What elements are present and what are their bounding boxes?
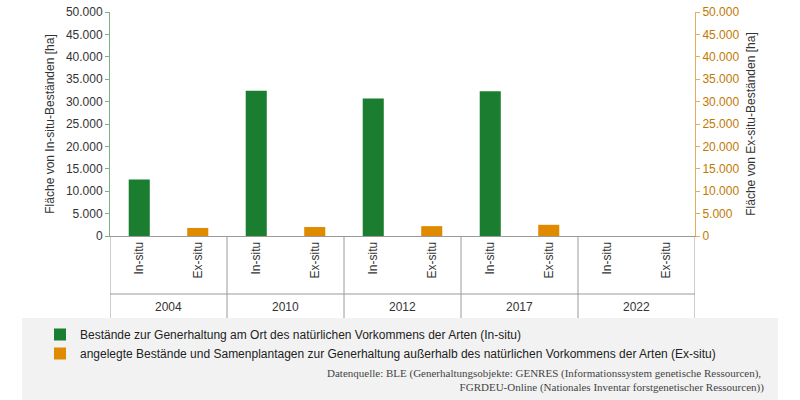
- svg-text:0: 0: [96, 229, 103, 243]
- svg-text:5.000: 5.000: [702, 207, 732, 221]
- svg-text:Datenquelle: BLE (Generhaltung: Datenquelle: BLE (Generhaltungsobjekte: …: [327, 367, 764, 394]
- svg-text:In-situ: In-situ: [132, 242, 146, 275]
- svg-text:20.000: 20.000: [702, 140, 739, 154]
- svg-text:25.000: 25.000: [66, 117, 103, 131]
- svg-text:20.000: 20.000: [66, 140, 103, 154]
- svg-text:10.000: 10.000: [66, 184, 103, 198]
- svg-text:Ex-situ: Ex-situ: [425, 242, 439, 279]
- svg-text:5.000: 5.000: [73, 207, 103, 221]
- svg-text:Ex-situ: Ex-situ: [542, 242, 556, 279]
- svg-text:10.000: 10.000: [702, 184, 739, 198]
- svg-text:Fläche von Ex-situ-Beständen [: Fläche von Ex-situ-Beständen [ha]: [744, 32, 758, 215]
- svg-text:35.000: 35.000: [702, 72, 739, 86]
- svg-text:50.000: 50.000: [66, 5, 103, 19]
- svg-text:Fläche von In-situ-Beständen [: Fläche von In-situ-Beständen [ha]: [43, 34, 57, 213]
- svg-text:2012: 2012: [389, 300, 416, 314]
- svg-text:2004: 2004: [155, 300, 182, 314]
- svg-text:30.000: 30.000: [66, 95, 103, 109]
- svg-text:40.000: 40.000: [702, 50, 739, 64]
- svg-text:Ex-situ: Ex-situ: [308, 242, 322, 279]
- svg-text:30.000: 30.000: [702, 95, 739, 109]
- svg-text:2022: 2022: [623, 300, 650, 314]
- svg-text:Ex-situ: Ex-situ: [191, 242, 205, 279]
- svg-text:In-situ: In-situ: [483, 242, 497, 275]
- svg-text:angelegte Bestände und Samenpl: angelegte Bestände und Samenplantagen zu…: [80, 347, 716, 361]
- svg-text:45.000: 45.000: [66, 28, 103, 42]
- svg-text:2017: 2017: [506, 300, 533, 314]
- svg-text:Ex-situ: Ex-situ: [659, 242, 673, 279]
- svg-text:45.000: 45.000: [702, 28, 739, 42]
- svg-text:Bestände zur Generhaltung am O: Bestände zur Generhaltung am Ort des nat…: [80, 328, 521, 342]
- svg-text:15.000: 15.000: [702, 162, 739, 176]
- svg-text:In-situ: In-situ: [366, 242, 380, 275]
- svg-text:0: 0: [702, 229, 709, 243]
- svg-text:40.000: 40.000: [66, 50, 103, 64]
- svg-text:35.000: 35.000: [66, 72, 103, 86]
- svg-text:50.000: 50.000: [702, 5, 739, 19]
- svg-text:In-situ: In-situ: [249, 242, 263, 275]
- svg-text:25.000: 25.000: [702, 117, 739, 131]
- svg-text:15.000: 15.000: [66, 162, 103, 176]
- svg-text:In-situ: In-situ: [600, 242, 614, 275]
- svg-text:2010: 2010: [272, 300, 299, 314]
